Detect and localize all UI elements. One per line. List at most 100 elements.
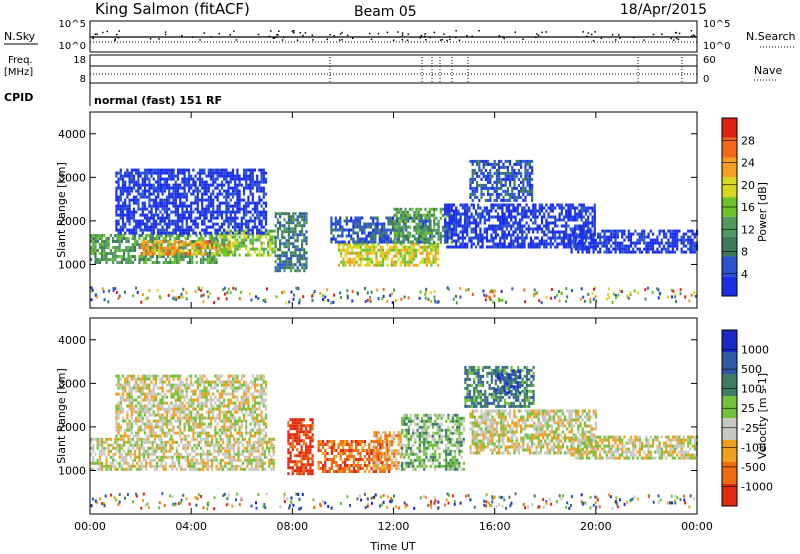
data-cell xyxy=(592,235,595,239)
data-cell xyxy=(190,183,193,187)
data-cell xyxy=(157,183,160,187)
data-cell xyxy=(436,263,440,267)
data-cell xyxy=(558,233,561,237)
data-cell xyxy=(220,213,224,217)
data-cell xyxy=(163,180,166,184)
data-cell xyxy=(477,242,480,246)
data-cell xyxy=(495,186,498,190)
data-cell xyxy=(412,242,415,246)
data-cell xyxy=(660,241,663,245)
data-cell xyxy=(225,253,228,257)
data-cell xyxy=(403,260,407,264)
data-cell xyxy=(625,247,628,251)
data-cell xyxy=(234,238,237,242)
data-cell xyxy=(524,165,527,169)
data-cell xyxy=(614,241,617,245)
data-cell xyxy=(130,213,133,217)
data-cell xyxy=(305,257,308,261)
data-cell xyxy=(411,219,414,223)
data-cell xyxy=(215,258,218,261)
data-cell xyxy=(355,245,358,249)
data-cell xyxy=(576,224,579,228)
data-cell xyxy=(194,189,197,193)
data-cell xyxy=(651,232,655,236)
data-cell xyxy=(572,244,575,248)
data-cell xyxy=(200,261,203,264)
data-cell xyxy=(463,227,467,231)
data-cell xyxy=(212,177,215,181)
data-cell xyxy=(241,449,244,453)
data-cell xyxy=(231,207,235,211)
freq-label: Freq. xyxy=(8,55,33,66)
data-cell xyxy=(290,257,293,261)
data-cell xyxy=(127,255,130,258)
data-cell xyxy=(499,215,502,219)
data-cell xyxy=(142,261,145,264)
data-cell xyxy=(171,446,174,450)
velocity-cells xyxy=(90,365,699,511)
data-cell xyxy=(218,225,221,229)
data-cell xyxy=(573,209,577,213)
data-cell xyxy=(673,250,677,254)
data-cell xyxy=(610,238,613,242)
data-cell xyxy=(500,159,503,163)
data-cell xyxy=(174,180,177,184)
data-cell xyxy=(507,212,511,216)
data-cell xyxy=(240,177,243,181)
data-cell xyxy=(516,203,519,207)
data-cell xyxy=(121,225,125,229)
data-cell xyxy=(151,246,154,249)
data-cell xyxy=(404,234,407,238)
data-cell xyxy=(134,240,137,243)
data-cell xyxy=(273,229,276,233)
data-cell xyxy=(132,180,136,184)
data-cell xyxy=(173,252,176,256)
data-cell xyxy=(523,212,526,216)
data-cell xyxy=(501,221,504,225)
data-cell xyxy=(341,240,344,244)
data-cell xyxy=(570,229,573,233)
data-cell xyxy=(227,222,230,226)
data-cell xyxy=(228,437,231,441)
data-cell xyxy=(103,452,106,456)
data-cell xyxy=(217,440,220,444)
data-cell xyxy=(682,232,685,236)
data-cell xyxy=(680,247,683,251)
data-cell xyxy=(369,234,373,238)
noise-cell xyxy=(173,297,176,301)
data-cell xyxy=(529,209,533,213)
data-cell xyxy=(228,252,231,256)
noise-cell xyxy=(424,289,427,293)
data-cell xyxy=(173,243,176,247)
data-cell xyxy=(178,249,181,253)
data-cell xyxy=(482,165,485,169)
data-cell xyxy=(135,231,138,235)
data-cell xyxy=(474,209,478,213)
data-cell xyxy=(180,452,183,456)
data-cell xyxy=(218,253,221,257)
data-cell xyxy=(432,254,435,258)
data-cell xyxy=(501,212,504,216)
data-cell xyxy=(439,210,442,214)
data-cell xyxy=(417,231,420,235)
data-cell xyxy=(115,195,118,199)
nsky-point xyxy=(281,39,284,41)
data-cell xyxy=(145,255,148,258)
data-cell xyxy=(185,228,188,232)
data-cell xyxy=(258,235,261,239)
data-cell xyxy=(118,234,121,237)
data-cell xyxy=(260,168,263,172)
data-cell xyxy=(368,251,371,255)
data-cell xyxy=(116,440,119,444)
data-cell xyxy=(135,225,138,229)
data-cell xyxy=(671,241,674,245)
data-cell xyxy=(209,231,213,235)
data-cell xyxy=(168,198,171,202)
data-cell xyxy=(156,455,159,459)
data-cell xyxy=(211,467,214,471)
data-cell xyxy=(142,255,145,258)
data-cell xyxy=(391,228,395,232)
data-cell xyxy=(406,260,409,264)
data-cell xyxy=(233,449,236,453)
data-cell xyxy=(283,254,286,258)
